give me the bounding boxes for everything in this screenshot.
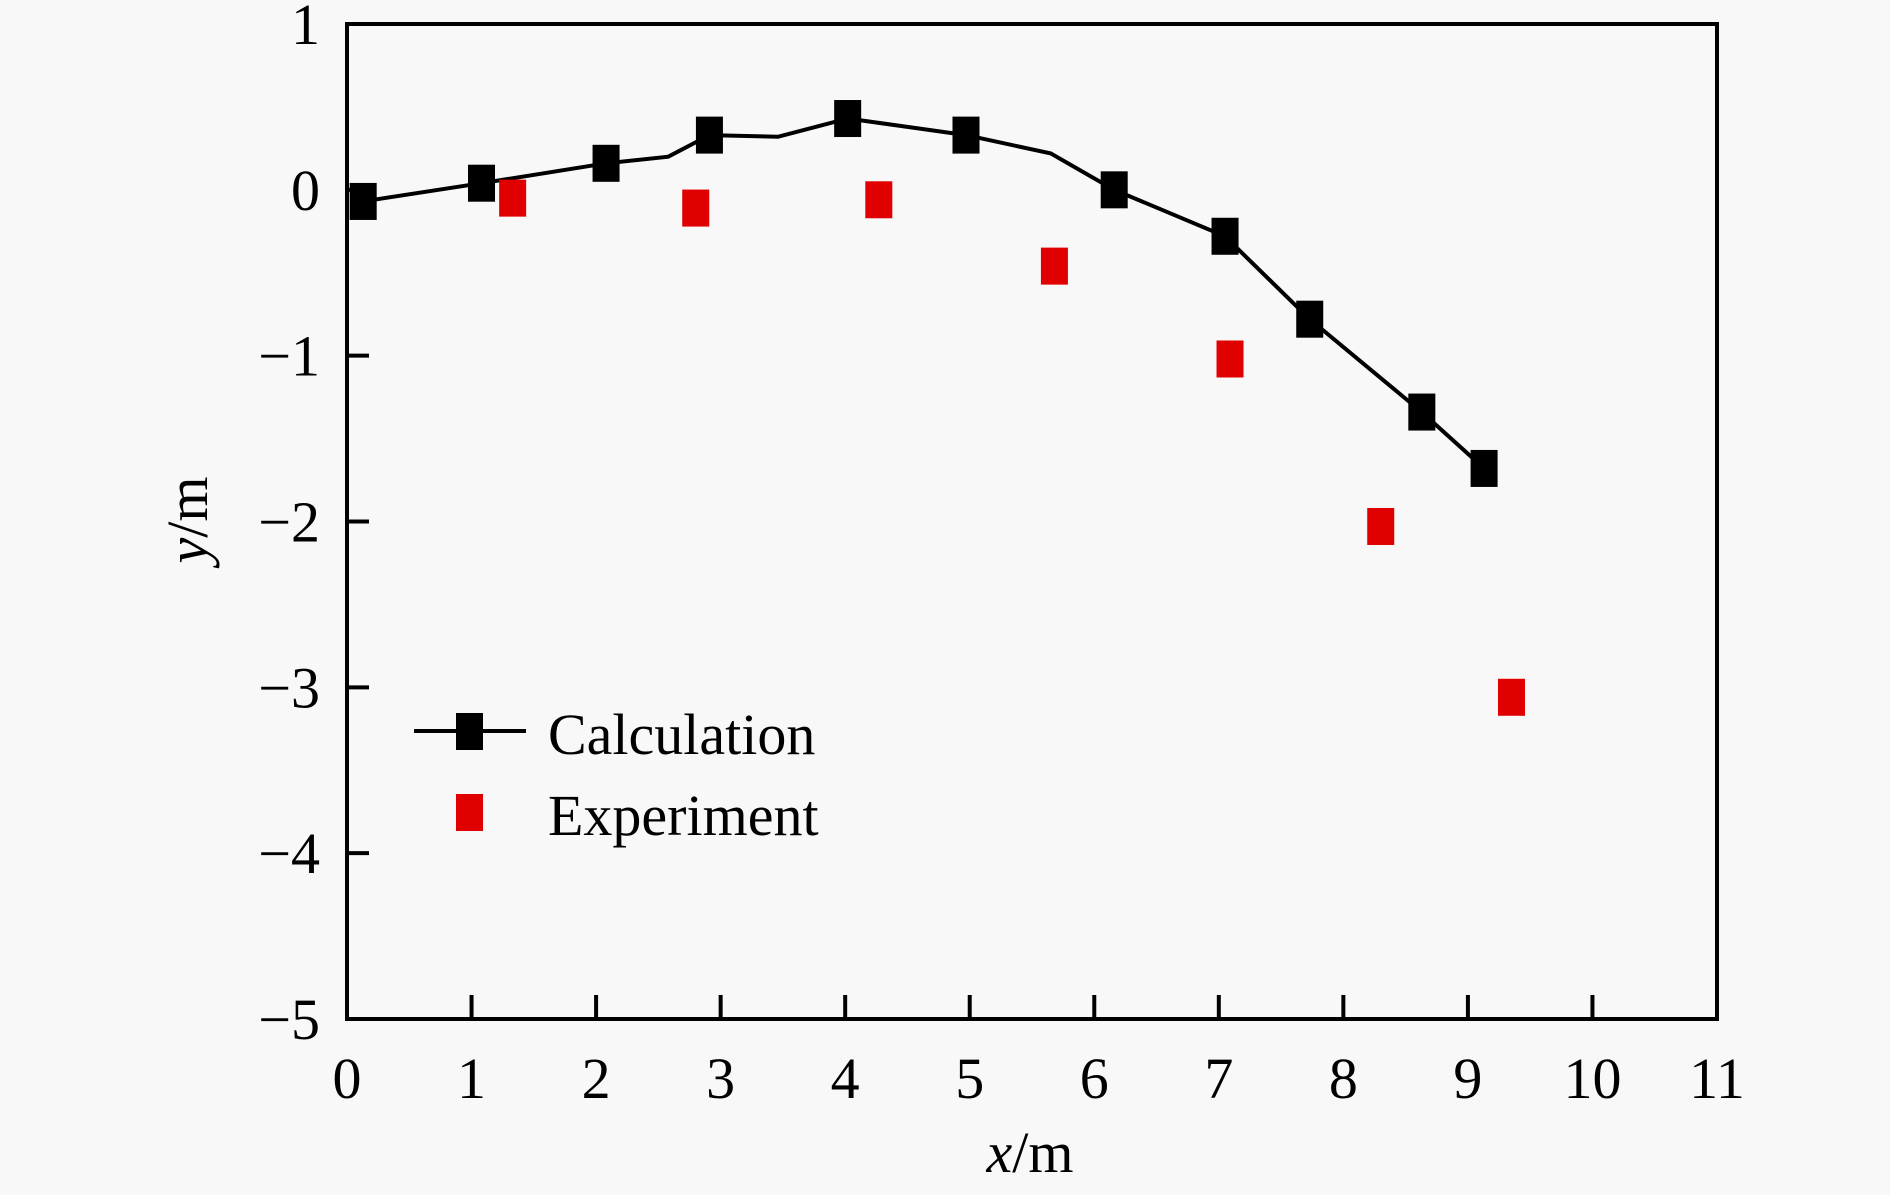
calculation-point-7 <box>1100 171 1128 209</box>
calculation-point-1 <box>349 182 377 220</box>
experiment-point-3 <box>865 181 893 219</box>
experiment-point-4 <box>1040 247 1068 285</box>
y-axis-var: y <box>155 537 220 568</box>
legend-experiment-marker <box>456 794 483 831</box>
x-tick-label-2: 2 <box>582 1046 611 1111</box>
x-tick-label-7: 7 <box>1204 1046 1233 1111</box>
y-tick-label--1: −1 <box>258 324 320 389</box>
calculation-point-5 <box>834 100 862 138</box>
x-axis-unit: /m <box>1012 1120 1073 1185</box>
calculation-line <box>362 116 1486 470</box>
calculation-point-9 <box>1296 300 1324 338</box>
experiment-point-2 <box>682 189 710 227</box>
x-axis-title: x/m <box>986 1120 1074 1185</box>
y-tick-label--4: −4 <box>258 821 320 886</box>
x-tick-label-5: 5 <box>955 1046 984 1111</box>
experiment-markers <box>499 179 1525 716</box>
y-tick-label-0: 0 <box>291 158 320 223</box>
y-tick-label--3: −3 <box>258 655 320 720</box>
x-tick-label-10: 10 <box>1563 1046 1621 1111</box>
calculation-point-11 <box>1470 449 1498 487</box>
legend-calculation-marker <box>456 713 483 750</box>
axis-ticks <box>347 187 1595 1019</box>
legend-item-experiment: Experiment <box>456 783 819 848</box>
legend-experiment-label: Experiment <box>548 783 819 848</box>
calculation-point-3 <box>592 144 620 182</box>
y-axis-title: y/m <box>155 477 220 569</box>
x-axis-var: x <box>986 1120 1013 1185</box>
y-tick-label--2: −2 <box>258 490 320 555</box>
legend-item-calculation: Calculation <box>414 702 815 767</box>
calculation-markers <box>349 100 1498 487</box>
experiment-point-6 <box>1367 507 1395 545</box>
legend: Calculation Experiment <box>414 702 819 848</box>
y-axis-unit: /m <box>155 477 220 538</box>
experiment-point-7 <box>1498 678 1525 716</box>
legend-calculation-label: Calculation <box>548 702 815 767</box>
calculation-point-2 <box>468 164 496 202</box>
x-tick-label-0: 0 <box>333 1046 362 1111</box>
calculation-point-8 <box>1211 217 1239 255</box>
x-tick-label-6: 6 <box>1080 1046 1109 1111</box>
x-tick-label-11: 11 <box>1689 1046 1745 1111</box>
calculation-point-6 <box>952 116 980 154</box>
y-tick-label--5: −5 <box>258 987 320 1052</box>
x-tick-label-3: 3 <box>706 1046 735 1111</box>
calculation-point-10 <box>1408 393 1436 431</box>
y-tick-label-1: 1 <box>291 0 320 57</box>
x-tick-label-9: 9 <box>1453 1046 1482 1111</box>
calculation-point-4 <box>695 116 723 154</box>
experiment-point-5 <box>1216 340 1244 378</box>
experiment-point-1 <box>499 179 527 217</box>
x-tick-label-1: 1 <box>457 1046 486 1111</box>
x-tick-label-8: 8 <box>1329 1046 1358 1111</box>
x-tick-label-4: 4 <box>831 1046 860 1111</box>
